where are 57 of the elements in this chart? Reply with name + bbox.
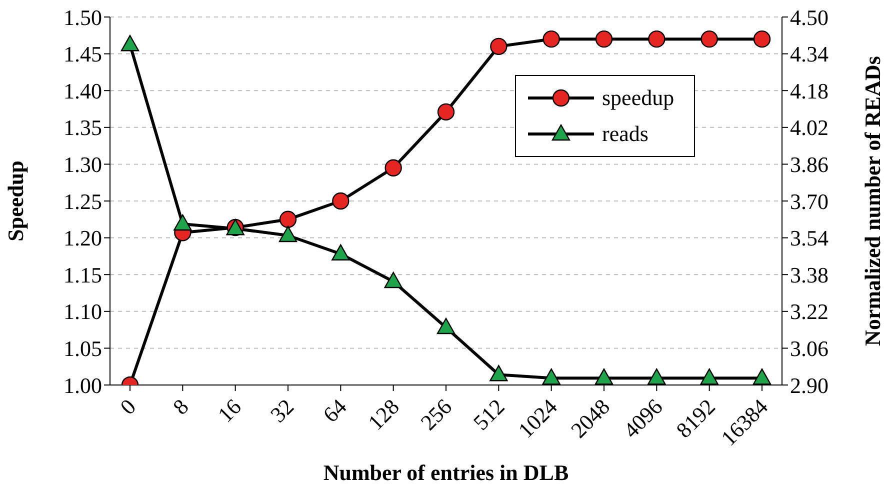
point (490, 365, 508, 382)
point (174, 214, 192, 231)
y2-tick-label: 2.90 (790, 372, 828, 398)
point (120, 35, 140, 52)
x-axis-title: Number of entries in DLB (323, 460, 569, 485)
y-tick-label: 1.10 (64, 299, 102, 324)
y2-tick-label: 3.22 (790, 299, 828, 324)
y-tick-label: 1.25 (64, 188, 102, 214)
y-tick-label: 1.15 (64, 262, 102, 288)
y-tick-label: 1.30 (64, 152, 102, 178)
legend-label: speedup (602, 85, 674, 111)
y2-tick-label: 3.54 (790, 226, 828, 251)
y2-tick-label: 3.38 (790, 262, 828, 288)
y-tick-label: 1.35 (64, 115, 102, 140)
point (384, 272, 402, 288)
point (542, 368, 560, 385)
x-tick-label: 512 (468, 394, 510, 435)
y2-tick-label: 3.70 (790, 188, 828, 214)
point (648, 30, 666, 48)
point (332, 244, 350, 260)
point (437, 103, 455, 121)
point (278, 226, 298, 242)
x-tick-label: 0 (115, 394, 141, 420)
y-tick-label: 1.45 (64, 42, 102, 67)
point (436, 318, 456, 334)
y2-tick-label: 4.18 (790, 78, 828, 104)
y-tick-label: 1.05 (64, 336, 102, 362)
point (384, 159, 402, 176)
y-axis-title: Speedup (2, 160, 28, 242)
point (700, 30, 718, 48)
y2-tick-label: 3.86 (790, 152, 828, 178)
point (490, 38, 508, 56)
point (700, 368, 718, 385)
y-tick-label: 1.50 (64, 4, 102, 30)
y-tick-label: 1.40 (64, 78, 102, 104)
x-tick-label: 64 (318, 394, 352, 428)
y2-tick-label: 3.06 (790, 336, 828, 362)
y2-tick-label: 4.34 (790, 42, 828, 67)
x-tick-label: 8 (168, 394, 194, 420)
y2-tick-label: 4.02 (790, 115, 828, 140)
x-tick-label: 32 (265, 394, 299, 428)
point (332, 192, 350, 210)
x-tick-label: 128 (362, 394, 404, 435)
point (542, 30, 560, 48)
y-tick-label: 1.00 (64, 372, 102, 398)
y-tick-label: 1.20 (64, 226, 102, 251)
y2-axis-title: Normalized number of READs (860, 56, 885, 346)
legend-label: reads (602, 121, 648, 147)
point (753, 30, 771, 48)
x-tick-label: 16 (212, 394, 246, 428)
point (648, 368, 666, 385)
point (595, 30, 613, 48)
y2-tick-label: 4.50 (790, 4, 828, 30)
point (279, 210, 297, 228)
x-tick-label: 256 (416, 394, 457, 435)
point (594, 368, 614, 385)
point (752, 368, 772, 385)
